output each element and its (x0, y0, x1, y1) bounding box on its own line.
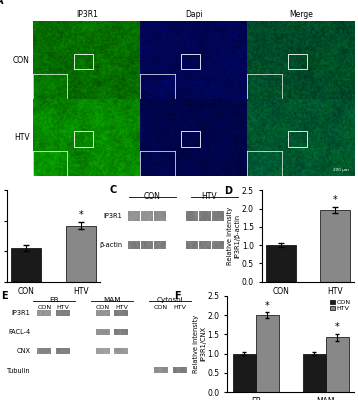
Bar (256, 315, 279, 392)
Text: HTV: HTV (57, 305, 69, 310)
Text: E: E (1, 291, 8, 301)
Text: Dapi: Dapi (185, 10, 203, 19)
Text: CON: CON (144, 192, 161, 201)
Text: CON: CON (154, 305, 168, 310)
Bar (233, 354, 256, 392)
Bar (303, 354, 326, 392)
Text: IP3R1: IP3R1 (12, 310, 30, 316)
Text: CON: CON (38, 305, 52, 310)
Text: Merge: Merge (289, 10, 313, 19)
Text: *: * (335, 322, 339, 332)
Bar (266, 245, 296, 282)
Text: A: A (0, 0, 4, 6)
Text: β-actin: β-actin (99, 242, 122, 248)
Y-axis label: Relative intensity
IP3R1/β-actin: Relative intensity IP3R1/β-actin (227, 207, 241, 265)
Text: C: C (109, 185, 117, 195)
Bar (320, 210, 350, 282)
Text: Tubulin: Tubulin (7, 368, 30, 374)
Text: *: * (78, 210, 83, 220)
Text: IP3R1: IP3R1 (76, 10, 98, 19)
Text: HTV: HTV (173, 305, 186, 310)
Text: F: F (174, 291, 180, 301)
Text: CON: CON (13, 56, 30, 65)
Y-axis label: Relative intensity
IP3R1/CNX: Relative intensity IP3R1/CNX (193, 315, 206, 373)
Text: HTV: HTV (202, 192, 217, 201)
Bar (66, 226, 96, 282)
Text: FACL-4: FACL-4 (8, 329, 30, 335)
Legend: CON, HTV: CON, HTV (329, 299, 351, 312)
Text: MAM: MAM (103, 297, 121, 303)
Text: CON: CON (96, 305, 110, 310)
Text: CNX: CNX (16, 348, 30, 354)
Bar (11, 248, 41, 282)
Bar (326, 338, 349, 392)
Text: Cytosol: Cytosol (157, 297, 184, 303)
Text: ER: ER (49, 297, 59, 303)
Text: HTV: HTV (14, 133, 30, 142)
Text: D: D (224, 186, 232, 196)
Text: HTV: HTV (115, 305, 128, 310)
Text: *: * (333, 195, 338, 205)
Text: *: * (265, 301, 270, 311)
Text: IP3R1: IP3R1 (103, 213, 122, 219)
